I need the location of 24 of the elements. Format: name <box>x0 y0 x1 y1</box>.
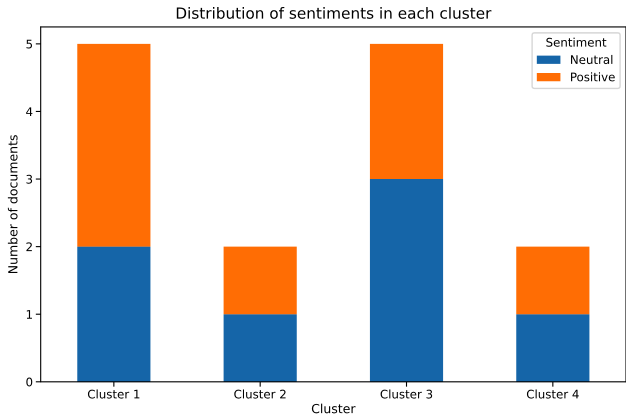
x-tick-label: Cluster 4 <box>526 389 579 399</box>
y-tick-label: 5 <box>26 40 32 49</box>
legend-label: Positive <box>571 72 615 82</box>
y-tick-label: 1 <box>26 310 32 319</box>
bar <box>77 246 150 382</box>
y-tick-label: 2 <box>26 242 32 252</box>
x-tick-label: Cluster 1 <box>88 389 140 399</box>
bar <box>224 246 297 314</box>
y-tick-label: 0 <box>26 378 32 386</box>
bar <box>370 179 444 382</box>
y-tick-label: 4 <box>26 107 32 116</box>
legend-label: Neutral <box>571 54 612 64</box>
x-tick-label: Cluster 2 <box>234 389 286 399</box>
bar <box>516 314 590 382</box>
legend-title: Sentiment <box>546 38 606 47</box>
x-axis-title: Cluster <box>312 404 356 414</box>
bar <box>224 314 297 382</box>
bar <box>77 44 150 247</box>
y-axis-title: Number of documents <box>8 135 18 274</box>
chart-title: Distribution of sentiments in each cluster <box>176 7 492 19</box>
bar <box>370 44 444 180</box>
bar <box>516 246 590 314</box>
x-tick-label: Cluster 3 <box>380 389 432 399</box>
y-tick-label: 3 <box>26 174 32 184</box>
